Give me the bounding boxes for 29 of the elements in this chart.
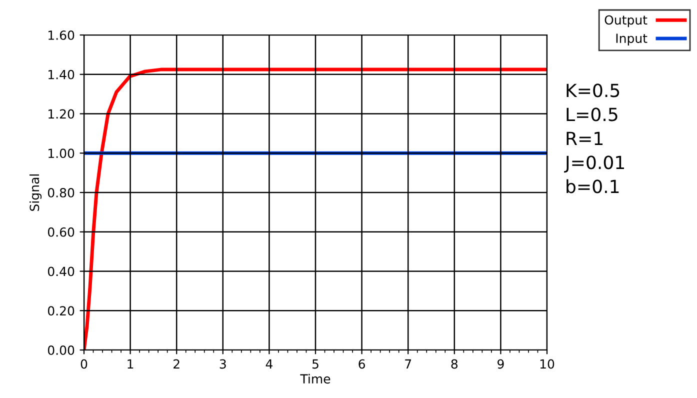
x-tick-label: 2 [174, 359, 180, 369]
text: J=0.01 [564, 156, 624, 173]
y-tick-label: 1.20 [48, 109, 74, 119]
x-axis-title: Time [300, 374, 330, 384]
y-axis-title: Signal [29, 174, 42, 211]
y-tick-label: 0.00 [48, 345, 74, 355]
y-tick-label: 1.60 [48, 30, 74, 40]
y-tick-label: 0.40 [48, 266, 74, 276]
y-tick-label: 0.80 [48, 188, 74, 198]
text: b=0.1 [566, 179, 619, 194]
text: R=1 [566, 132, 602, 145]
x-tick-label: 5 [312, 359, 318, 369]
y-tick-label: 0.60 [48, 227, 74, 237]
x-tick-label: 1 [128, 359, 134, 369]
x-tick-label: 10 [540, 359, 554, 369]
x-tick-label: 7 [405, 359, 412, 369]
x-tick-label: 3 [220, 359, 226, 369]
text: K=0.5 [566, 84, 620, 98]
x-tick-label: 4 [266, 359, 272, 369]
x-tick-label: 6 [358, 359, 365, 369]
legend-label: Input [616, 34, 648, 46]
x-tick-label: 0 [80, 359, 88, 369]
legend-label: Output [604, 15, 648, 28]
x-tick-label: 9 [498, 359, 504, 369]
text: L=0.5 [566, 108, 618, 122]
y-tick-label: 0.20 [48, 306, 74, 316]
y-tick-label: 1.40 [48, 70, 74, 80]
y-tick-label: 1.00 [48, 148, 74, 158]
x-tick-label: 8 [451, 359, 458, 369]
